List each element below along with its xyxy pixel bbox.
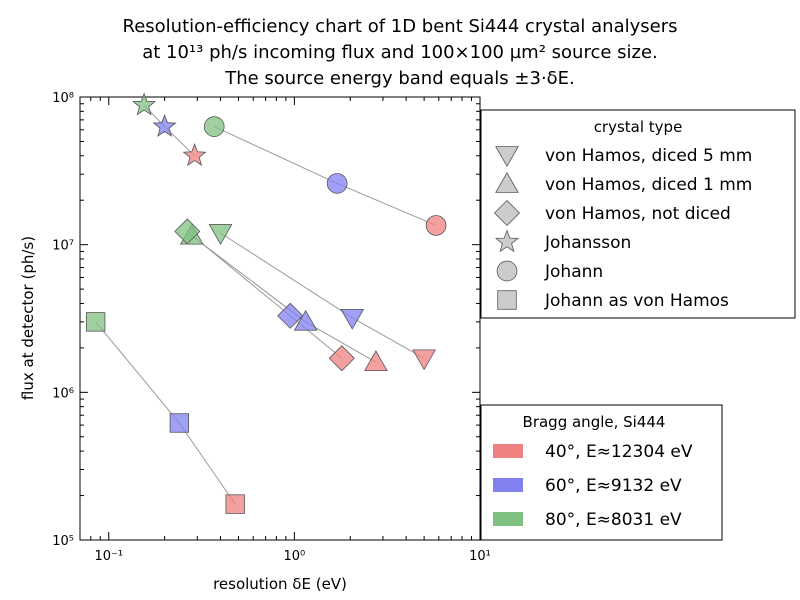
data-point-triangle-up — [293, 309, 318, 331]
y-tick-label: 10⁵ — [52, 534, 74, 549]
data-point-square — [85, 312, 106, 332]
legend-marker-circle — [496, 260, 518, 282]
x-tick-label: 10⁻¹ — [94, 549, 123, 564]
data-point-circle — [425, 215, 447, 236]
legend-label: von Hamos, diced 5 mm — [545, 146, 752, 166]
color-legend: Bragg angle, Si444 40°, E≈12304 eV 60°, E… — [480, 404, 723, 541]
data-point-diamond — [277, 302, 304, 329]
data-point-circle — [326, 173, 348, 194]
y-axis-label: flux at detector (ph/s) — [19, 236, 37, 400]
chart-title-line-3: The source energy band equals ±3·δE. — [225, 68, 575, 89]
legend-label: Johann as von Hamos — [544, 291, 729, 311]
legend-marker-triangle-up — [495, 171, 519, 193]
x-tick-label: 10⁰ — [283, 549, 305, 564]
x-tick-label: 10¹ — [469, 549, 491, 564]
legend-label: Johann — [544, 262, 603, 282]
chart-title-line-1: Resolution-efficiency chart of 1D bent S… — [122, 16, 678, 37]
legend-swatch — [493, 444, 523, 458]
marker-legend: crystal type von Hamos, diced 5 mm von Ha… — [480, 109, 796, 319]
y-tick-label: 10⁷ — [52, 239, 74, 254]
legend-label: 40°, E≈12304 eV — [545, 442, 693, 462]
legend-swatch — [493, 478, 523, 492]
y-tick-label: 10⁸ — [52, 91, 74, 106]
legend-label: Johansson — [544, 233, 631, 253]
marker-legend-box — [480, 109, 796, 319]
legend-marker-star — [494, 229, 520, 253]
legend-label: 60°, E≈9132 eV — [545, 476, 682, 496]
series-line — [213, 126, 437, 226]
legend-swatch — [493, 512, 523, 526]
legend-marker-triangle-down — [495, 146, 519, 168]
data-point-diamond — [328, 345, 355, 372]
data-point-triangle-down — [412, 349, 437, 371]
axis-ticks: 10⁻¹ 10⁰ 10¹ 10⁵ 10⁶ 10⁷ 10⁸ — [52, 91, 491, 564]
data-point-triangle-down — [340, 308, 365, 330]
data-point-diamond — [174, 218, 201, 245]
series-line — [95, 321, 236, 505]
legend-label: 80°, E≈8031 eV — [545, 510, 682, 530]
series-line — [191, 235, 377, 363]
data-points — [85, 92, 447, 514]
data-point-circle — [203, 116, 225, 137]
series-lines — [95, 104, 437, 505]
legend-label: von Hamos, not diced — [545, 204, 731, 224]
data-point-square — [225, 494, 245, 514]
legend-label: von Hamos, diced 1 mm — [545, 175, 752, 195]
color-legend-title: Bragg angle, Si444 — [523, 413, 666, 431]
data-point-star — [152, 113, 177, 137]
y-tick-label: 10⁶ — [52, 386, 74, 401]
marker-legend-title: crystal type — [594, 118, 683, 136]
x-axis-label: resolution δE (eV) — [213, 575, 347, 593]
legend-marker-square — [497, 290, 517, 310]
data-point-triangle-down — [208, 224, 233, 245]
data-point-star — [132, 92, 157, 116]
data-point-star — [182, 143, 207, 167]
legend-marker-diamond — [493, 199, 521, 227]
data-point-square — [169, 413, 190, 433]
series-line — [186, 231, 343, 359]
series-line — [220, 232, 425, 359]
data-point-triangle-up — [364, 350, 388, 371]
chart-title-line-2: at 10¹³ ph/s incoming flux and 100×100 µ… — [142, 42, 658, 63]
minor-ticks — [79, 97, 480, 540]
plot-frame — [79, 96, 481, 541]
